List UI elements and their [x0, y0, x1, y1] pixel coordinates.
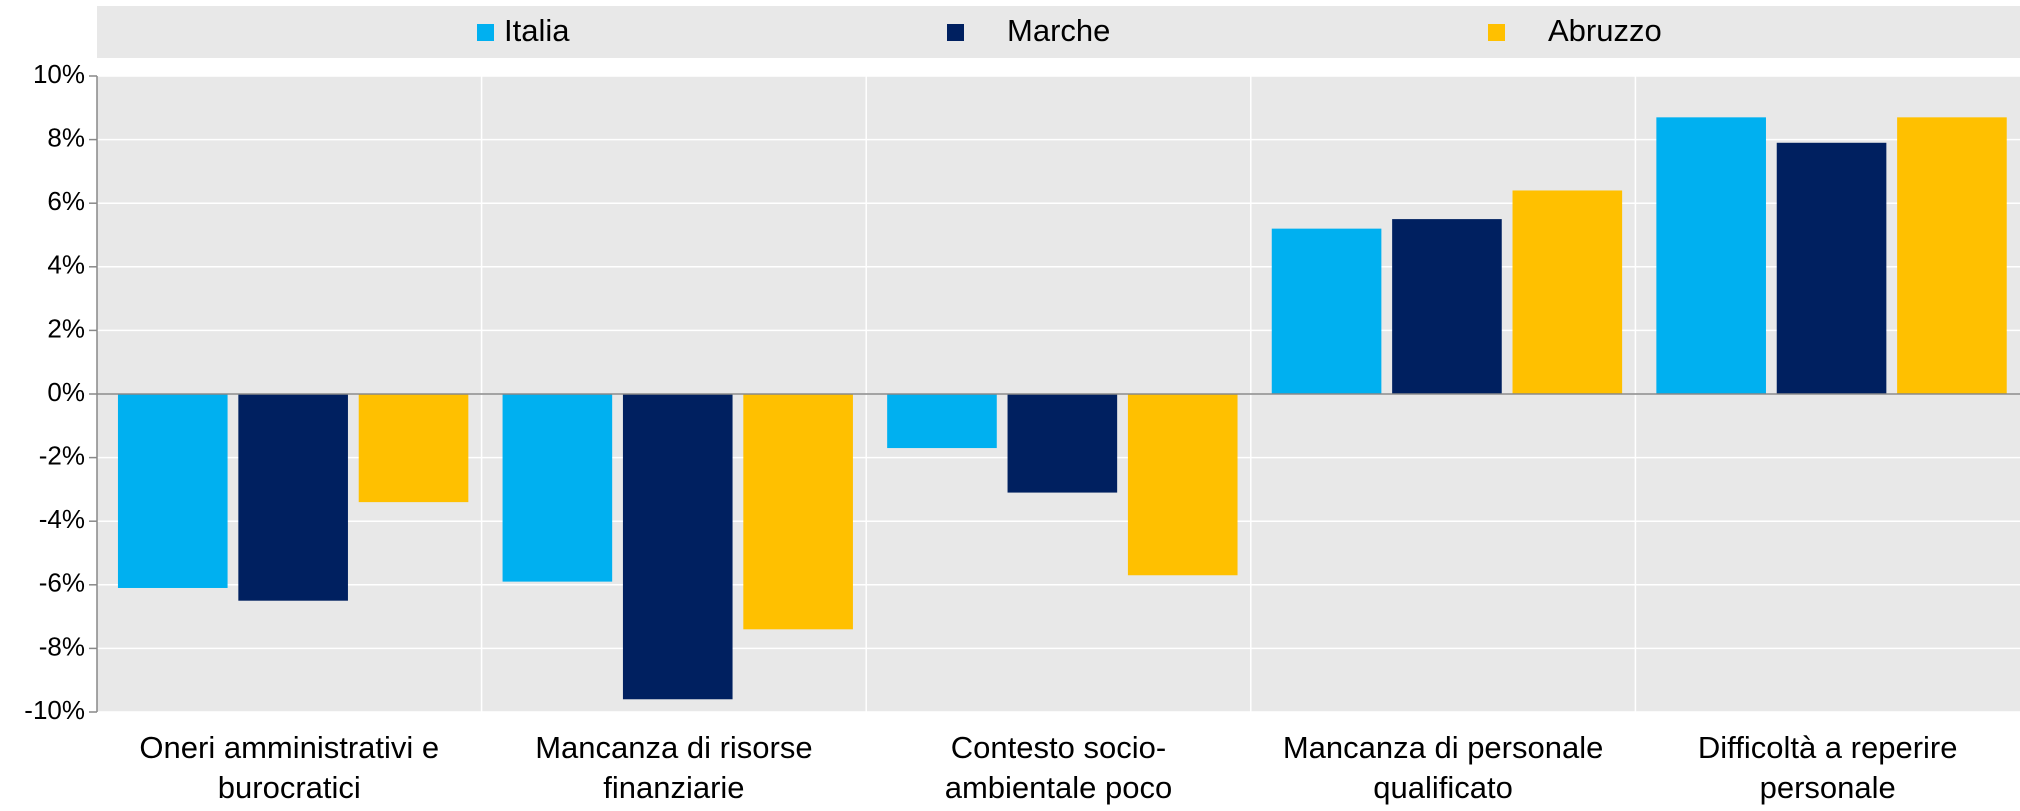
y-tick-label: 4% — [47, 250, 85, 280]
x-tick-label: Mancanza di risorse finanziarie — [535, 730, 813, 805]
x-tick-label: Mancanza di personale qualificato — [1282, 730, 1604, 805]
y-tick-label: 0% — [47, 377, 85, 407]
bar — [622, 394, 733, 700]
bar — [743, 394, 853, 630]
y-tick-label: 8% — [47, 122, 85, 152]
bar — [1656, 117, 1766, 394]
x-tick-label: Contesto socio-ambientale poco favorevol… — [944, 730, 1173, 811]
bar — [887, 394, 997, 449]
y-tick-label: 2% — [47, 313, 85, 343]
legend-label: Marche — [1007, 13, 1110, 48]
bar — [117, 394, 228, 588]
bar — [1392, 219, 1502, 394]
bar — [358, 394, 469, 503]
legend-swatch — [947, 24, 964, 41]
x-tick-label: Difficoltà a reperire personale — [1697, 730, 1958, 805]
legend-background — [97, 6, 2020, 58]
bar — [502, 394, 613, 582]
legend-swatch — [1488, 24, 1505, 41]
y-tick-label: -8% — [39, 631, 85, 661]
y-tick-label: -10% — [24, 695, 85, 725]
legend-swatch — [477, 24, 494, 41]
bar — [238, 394, 348, 601]
x-tick-label: Oneri amministrativi e burocratici — [139, 730, 440, 805]
bar — [1512, 190, 1623, 394]
bar — [1271, 228, 1382, 394]
y-tick-label: -4% — [39, 504, 85, 534]
y-tick-label: -6% — [39, 568, 85, 598]
legend-label: Italia — [504, 13, 570, 48]
legend-label: Abruzzo — [1548, 13, 1662, 48]
bar — [1897, 117, 2007, 394]
y-tick-label: 6% — [47, 186, 85, 216]
y-tick-label: -2% — [39, 440, 85, 470]
bar — [1127, 394, 1238, 576]
bar — [1007, 394, 1118, 493]
y-tick-label: 10% — [33, 59, 85, 89]
bar — [1776, 142, 1887, 394]
